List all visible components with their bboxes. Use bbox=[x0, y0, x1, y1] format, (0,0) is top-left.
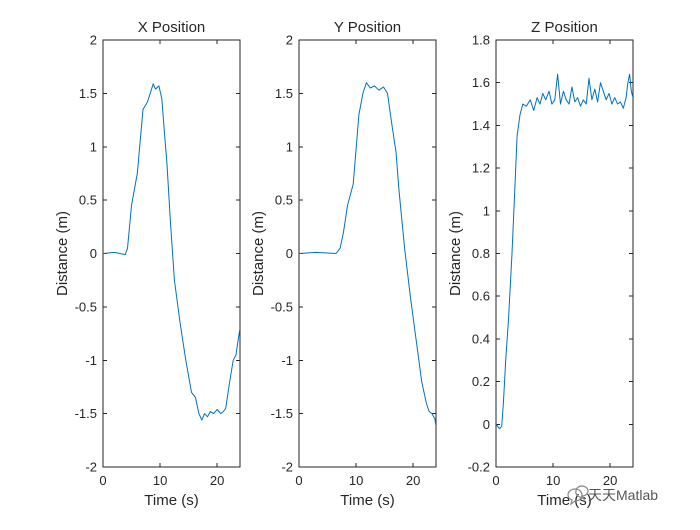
y-tick-label: 1.8 bbox=[472, 33, 490, 48]
y-tick-label: 2 bbox=[90, 33, 97, 48]
y-tick-label: 2 bbox=[286, 33, 293, 48]
series-line-z bbox=[496, 73, 633, 430]
plot-area bbox=[298, 39, 437, 468]
y-tick-label: -2 bbox=[281, 460, 293, 475]
y-tick-label: 0.4 bbox=[472, 331, 490, 346]
x-tick-label: 0 bbox=[492, 473, 499, 488]
y-tick-label: -0.2 bbox=[468, 460, 490, 475]
y-tick-label: -0.5 bbox=[271, 299, 293, 314]
x-axis-label: Time (s) bbox=[537, 492, 591, 509]
y-axis-label: Distance (m) bbox=[54, 211, 71, 296]
y-tick-label: 1 bbox=[90, 139, 97, 154]
x-tick-label: 0 bbox=[295, 473, 302, 488]
y-tick-label: 0 bbox=[483, 417, 490, 432]
series-line-y bbox=[299, 82, 436, 427]
x-tick-label: 20 bbox=[210, 473, 224, 488]
y-tick-label: 1.5 bbox=[79, 86, 97, 101]
y-tick-label: 1.4 bbox=[472, 118, 490, 133]
x-tick-label: 20 bbox=[406, 473, 420, 488]
y-tick-label: 1 bbox=[483, 203, 490, 218]
y-tick-label: -0.5 bbox=[75, 299, 97, 314]
y-tick-label: -1.5 bbox=[271, 406, 293, 421]
x-tick-label: 10 bbox=[349, 473, 363, 488]
subplot-3: -0.200.20.40.60.811.21.41.61.80 10 20Z Pos… bbox=[447, 19, 634, 509]
series-line-x bbox=[103, 83, 240, 421]
watermark: 天天Matlab bbox=[567, 485, 658, 506]
y-tick-label: -1 bbox=[281, 353, 293, 368]
chat-bubbles-icon bbox=[567, 485, 589, 506]
x-axis-label: Time (s) bbox=[144, 492, 198, 509]
x-axis-label: Time (s) bbox=[340, 492, 394, 509]
x-tick-label: 20 bbox=[603, 473, 617, 488]
y-tick-label: 0.8 bbox=[472, 246, 490, 261]
y-tick-label: 1.6 bbox=[472, 75, 490, 90]
y-tick-label: 0 bbox=[90, 246, 97, 261]
chart-title: Z Position bbox=[531, 19, 598, 36]
chart-title: Y Position bbox=[334, 19, 401, 36]
y-tick-label: 0.5 bbox=[275, 193, 293, 208]
subplot-1: -2-1.5-1-0.500.511.520 10 20X PositionTime… bbox=[54, 19, 241, 509]
y-tick-label: 0.5 bbox=[79, 193, 97, 208]
plot-area bbox=[102, 39, 241, 468]
x-tick-label: 0 bbox=[99, 473, 106, 488]
y-tick-label: 1.5 bbox=[275, 86, 293, 101]
plot-area bbox=[495, 39, 634, 468]
subplot-2: -2-1.5-1-0.500.511.520 10 20Y PositionTime… bbox=[250, 19, 437, 509]
y-axis-label: Distance (m) bbox=[447, 211, 464, 296]
y-tick-label: 0 bbox=[286, 246, 293, 261]
x-tick-label: 10 bbox=[153, 473, 167, 488]
y-tick-label: -1.5 bbox=[75, 406, 97, 421]
y-axis-label: Distance (m) bbox=[250, 211, 267, 296]
y-tick-label: 1.2 bbox=[472, 161, 490, 176]
watermark-text: 天天Matlab bbox=[588, 487, 658, 503]
y-tick-label: 0.2 bbox=[472, 374, 490, 389]
y-tick-label: -1 bbox=[85, 353, 97, 368]
y-tick-label: 1 bbox=[286, 139, 293, 154]
y-tick-label: -2 bbox=[85, 460, 97, 475]
chart-title: X Position bbox=[138, 19, 206, 36]
x-tick-label: 10 bbox=[546, 473, 560, 488]
y-tick-label: 0.6 bbox=[472, 289, 490, 304]
